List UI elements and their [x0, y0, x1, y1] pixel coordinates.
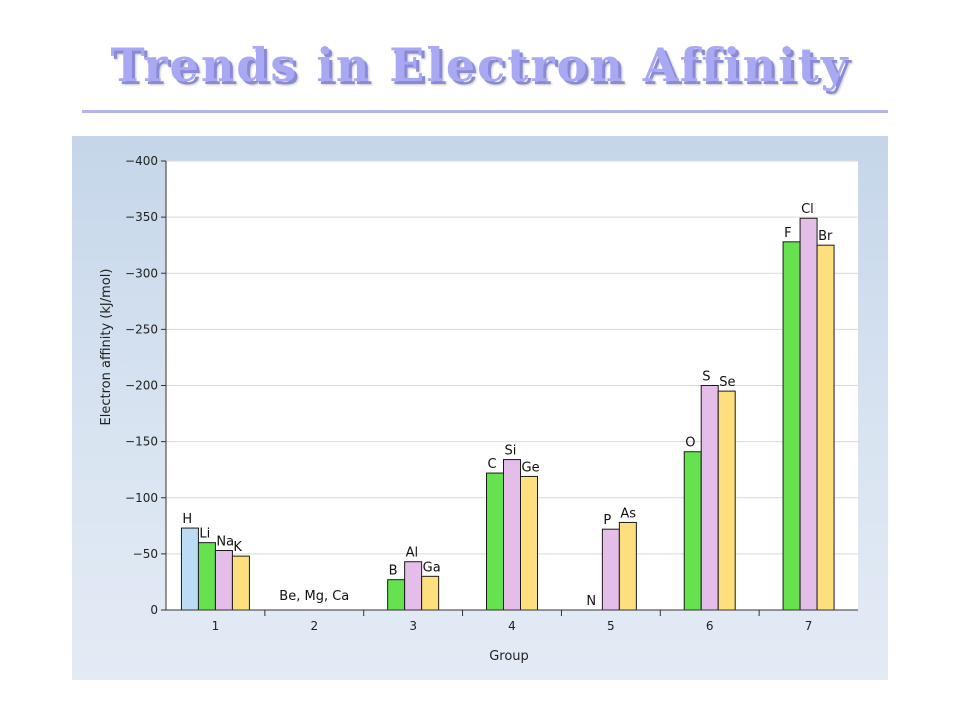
y-tick-label: −100 — [125, 491, 158, 505]
element-label-ga: Ga — [423, 560, 441, 575]
y-tick-label: −350 — [125, 210, 158, 224]
element-label-li: Li — [199, 527, 210, 542]
bars — [180, 217, 835, 611]
x-tick-label: 1 — [212, 619, 220, 633]
bar-as — [618, 521, 637, 611]
x-axis-label: Group — [489, 649, 529, 664]
bar-f — [782, 241, 801, 611]
x-tick-label: 5 — [607, 619, 615, 633]
y-tick-label: −150 — [125, 435, 158, 449]
y-tick-label: −50 — [133, 547, 158, 561]
element-label-o: O — [685, 436, 695, 451]
bar-h — [180, 527, 199, 611]
element-label-al: Al — [406, 546, 419, 561]
element-label-se: Se — [719, 375, 735, 390]
element-label-b: B — [389, 564, 398, 579]
axes — [161, 160, 858, 616]
x-tick-label: 4 — [508, 619, 516, 633]
element-label-c: C — [488, 457, 497, 472]
bar-cl — [799, 217, 818, 611]
y-axis-label: Electron affinity (kJ/mol) — [99, 269, 114, 426]
element-label-na: Na — [216, 535, 234, 550]
bar-b — [387, 579, 406, 611]
element-label-h: H — [182, 512, 192, 527]
element-label-as: As — [620, 506, 636, 521]
y-tick-label: −400 — [125, 154, 158, 168]
bar-si — [503, 459, 521, 611]
x-tick-label: 3 — [409, 619, 417, 633]
element-label-k: K — [233, 540, 242, 555]
bar-ga — [421, 575, 440, 611]
bar-al — [404, 561, 423, 611]
x-tick-label: 6 — [706, 619, 714, 633]
y-tick-labels: 0 −50 −100 −150 −200 −250 −300 −350 −400 — [125, 154, 158, 617]
bar-p — [601, 528, 620, 611]
element-label-f: F — [784, 226, 791, 241]
element-label-p: P — [603, 513, 611, 528]
slide-title: Trends in Electron Affinity — [110, 38, 850, 92]
y-tick-label: −300 — [125, 266, 158, 280]
title-underline — [82, 110, 888, 113]
element-label-n: N — [586, 594, 596, 609]
bar-c — [486, 472, 504, 611]
bar-o — [683, 451, 702, 611]
group-note-label: Be, Mg, Ca — [279, 589, 349, 604]
y-tick-label: 0 — [150, 603, 158, 617]
bar-br — [816, 244, 835, 611]
element-label-si: Si — [505, 444, 517, 459]
bar-se — [717, 390, 736, 611]
bar-k — [231, 555, 250, 611]
element-label-ge: Ge — [522, 460, 540, 475]
y-tick-label: −200 — [125, 379, 158, 393]
element-label-s: S — [702, 370, 710, 385]
element-labels: H Li Na K Be, Mg, Ca B Al Ga C Si Ge N P As O S Se F Cl Br — [182, 202, 833, 609]
bar-na — [214, 550, 233, 611]
element-label-cl: Cl — [801, 202, 814, 217]
x-tick-label: 7 — [805, 619, 813, 633]
x-tick-labels: 1 2 3 4 5 6 7 — [212, 619, 813, 633]
element-label-br: Br — [818, 229, 833, 244]
bar-li — [197, 542, 216, 611]
y-tick-label: −250 — [125, 322, 158, 336]
bar-ge — [520, 475, 538, 611]
bar-s — [700, 385, 719, 611]
x-tick-label: 2 — [310, 619, 318, 633]
